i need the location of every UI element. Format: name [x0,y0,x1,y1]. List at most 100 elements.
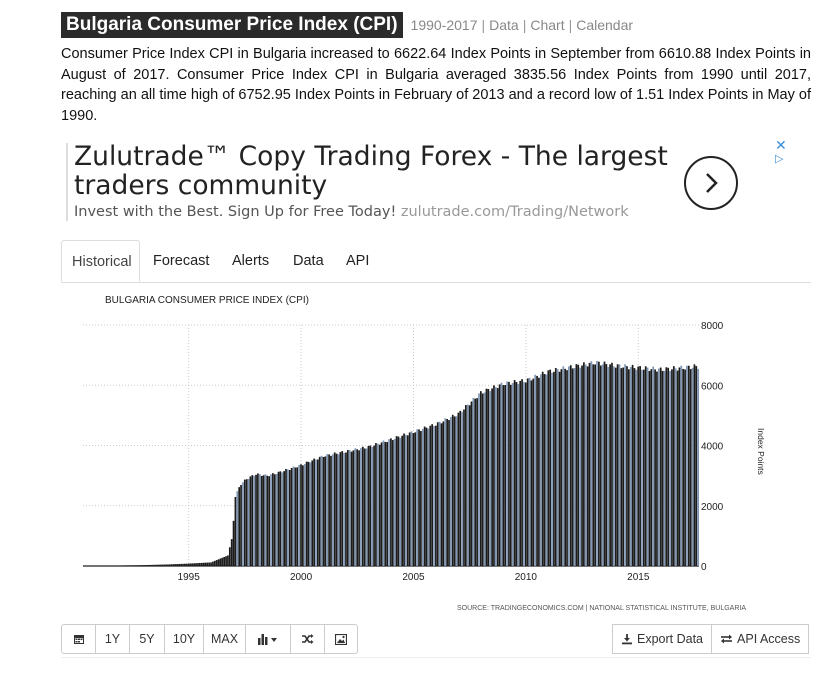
data-link[interactable]: Data [489,16,519,33]
calendar-link[interactable]: Calendar [576,16,634,33]
tab-alerts[interactable]: Alerts [232,253,270,269]
ad-arrow-button[interactable] [684,156,738,210]
ad-headline[interactable]: Zulutrade™ Copy Trading Forex - The larg… [74,141,668,201]
tab-api[interactable]: API [346,253,370,269]
cpi-bar [695,366,698,566]
cpi-bar [240,484,242,566]
cpi-bar [101,565,104,566]
cpi-bar [635,369,638,566]
tab-forecast[interactable]: Forecast [153,253,210,269]
tab-historical[interactable]: Historical [61,240,140,282]
cpi-bar [367,445,370,566]
cpi-bar [258,474,261,566]
cpi-bar [530,380,533,566]
cpi-bar [560,369,563,566]
cpi-bar [116,565,119,566]
cpi-bar [90,565,93,566]
cpi-bar [219,558,222,566]
shuffle-icon [302,634,314,644]
cpi-bar [652,366,655,566]
cpi-bar [210,562,212,566]
cpi-bar [206,562,209,566]
cpi-bar [579,367,581,566]
cpi-bar [517,383,520,566]
ad-subline-text: Invest with the Best. Sign Up for Free T… [74,204,397,220]
cpi-bar [491,388,493,566]
cpi-bar [333,452,336,566]
cpi-bar [170,564,173,566]
cpi-bar [97,565,100,566]
api-access-button[interactable]: API Access [712,624,810,654]
cpi-bar [401,435,404,566]
cpi-bar [238,487,241,566]
cpi-bar [391,440,394,566]
cpi-bar [328,454,330,566]
y-tick-label: 8000 [701,321,724,332]
bar-chart-icon [258,634,277,645]
cpi-bar [228,547,231,566]
y-tick-label: 6000 [701,381,724,392]
cpi-bar [556,369,559,566]
cpi-bar [198,562,201,566]
cpi-bar [631,364,634,566]
cpi-bar [549,369,552,566]
cpi-bar [292,466,295,566]
cpi-bar [461,411,463,566]
cpi-bar [470,401,473,566]
compare-button[interactable] [291,624,325,654]
cpi-bar [124,565,126,566]
download-image-button[interactable] [325,624,358,654]
cpi-bar [524,382,527,566]
ad-banner[interactable]: Zulutrade™ Copy Trading Forex - The larg… [61,137,791,227]
x-tick-label: 2015 [627,572,650,583]
range-1y-button[interactable]: 1Y [96,624,130,654]
range-10y-button[interactable]: 10Y [165,624,204,654]
divider [61,657,811,658]
cpi-bar [642,369,645,566]
cpi-bar [154,564,156,566]
cpi-bar [485,388,488,566]
cpi-bar [665,367,668,566]
cpi-bar [300,464,302,566]
range-max-button[interactable]: MAX [204,624,246,654]
cpi-bar [539,374,542,566]
cpi-bar [599,365,602,566]
cpi-bar [674,368,677,566]
cpi-bar [592,364,595,566]
cpi-bar [502,385,505,566]
cpi-bar [236,491,239,566]
cpi-bar [669,371,671,566]
chart-link[interactable]: Chart [530,16,565,33]
cpi-bar [142,565,145,566]
ad-url[interactable]: zulutrade.com/Trading/Network [400,204,629,220]
cpi-bar [553,371,555,566]
calendar-button[interactable] [61,624,96,654]
cpi-bar [178,563,181,566]
cpi-bar [296,467,299,566]
tab-data[interactable]: Data [293,253,324,269]
cpi-bar [489,391,492,566]
cpi-bar [152,564,154,566]
cpi-bar [103,565,106,566]
cpi-bar [358,450,360,566]
cpi-bar [217,559,220,566]
cpi-bar [536,375,538,566]
cpi-bar [125,565,128,566]
cpi-bar [644,366,647,566]
cpi-bar [82,565,85,566]
ad-choices-icon[interactable]: ▷ [775,153,784,165]
cpi-bar [672,366,675,566]
cpi-bar [277,471,280,566]
cpi-bar [247,478,250,566]
chart-type-button[interactable] [246,624,291,654]
cpi-bar [493,385,495,566]
cpi-bar [185,563,188,566]
cpi-bar [397,436,400,566]
cpi-bar [343,452,345,566]
cpi-bar [629,367,632,566]
cpi-bar [528,377,531,566]
export-data-button[interactable]: Export Data [612,624,713,654]
range-5y-button[interactable]: 5Y [130,624,165,654]
cpi-bar [618,364,621,566]
close-icon[interactable]: ✕ [775,137,787,153]
